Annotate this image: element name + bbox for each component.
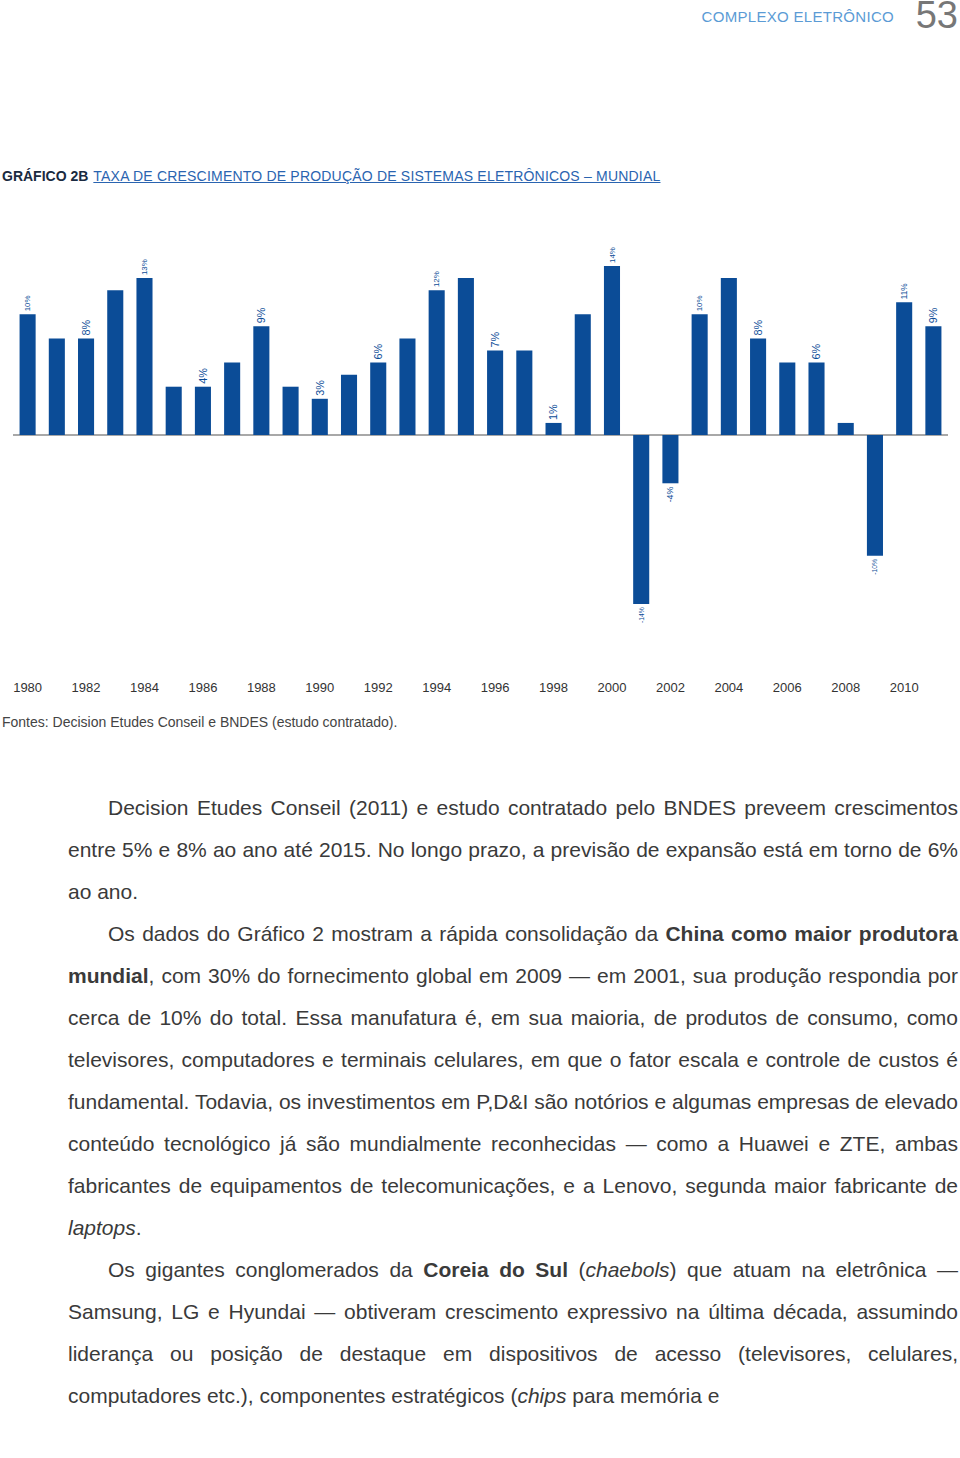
svg-text:1994: 1994 xyxy=(422,680,451,695)
svg-text:11%: 11% xyxy=(900,283,909,299)
html-text:Os dados do Gráfico 2 mostram: Os dados do Gráfico 2 mostram a rápida c… xyxy=(68,922,958,1197)
html-text:Decision Etudes Conseil (2011): Decision Etudes Conseil (2011) e estudo … xyxy=(68,796,958,903)
svg-text:2004: 2004 xyxy=(714,680,743,695)
svg-text:1990: 1990 xyxy=(305,680,334,695)
svg-text:3%: 3% xyxy=(314,380,326,396)
svg-text:9%: 9% xyxy=(255,307,267,323)
svg-text:-4%: -4% xyxy=(665,486,675,502)
svg-text:-10%: -10% xyxy=(871,559,878,575)
svg-text:2008: 2008 xyxy=(831,680,860,695)
svg-text:8%: 8% xyxy=(752,319,764,335)
svg-text:13%: 13% xyxy=(140,259,149,275)
svg-text:1998: 1998 xyxy=(539,680,568,695)
svg-text:10%: 10% xyxy=(695,296,704,312)
svg-text:1984: 1984 xyxy=(130,680,159,695)
svg-text:2006: 2006 xyxy=(773,680,802,695)
html-text:Os gigantes conglomerados da C: Os gigantes conglomerados da Coreia do S… xyxy=(68,1258,958,1407)
svg-text:2000: 2000 xyxy=(598,680,627,695)
html-text:laptops.: laptops. xyxy=(68,1216,142,1239)
svg-text:1986: 1986 xyxy=(188,680,217,695)
svg-text:-14%: -14% xyxy=(638,607,645,623)
svg-text:4%: 4% xyxy=(197,368,209,384)
svg-text:1982: 1982 xyxy=(72,680,101,695)
svg-text:1988: 1988 xyxy=(247,680,276,695)
svg-text:8%: 8% xyxy=(80,319,92,335)
svg-text:2010: 2010 xyxy=(890,680,919,695)
svg-text:6%: 6% xyxy=(372,344,384,360)
html-text:COMPLEXO ELETRÔNICO: COMPLEXO ELETRÔNICO xyxy=(701,8,894,25)
svg-text:9%: 9% xyxy=(927,307,939,323)
svg-text:1980: 1980 xyxy=(13,680,42,695)
svg-text:10%: 10% xyxy=(23,296,32,312)
svg-text:2002: 2002 xyxy=(656,680,685,695)
svg-text:1992: 1992 xyxy=(364,680,393,695)
svg-text:1%: 1% xyxy=(547,404,559,420)
svg-text:1996: 1996 xyxy=(481,680,510,695)
svg-text:6%: 6% xyxy=(810,344,822,360)
svg-text:7%: 7% xyxy=(489,331,501,347)
svg-text:14%: 14% xyxy=(608,247,617,263)
html-text:GRÁFICO 2B TAXA DE CRESCIMENTO: GRÁFICO 2B TAXA DE CRESCIMENTO DE PRODUÇ… xyxy=(2,168,661,184)
svg-text:12%: 12% xyxy=(432,271,441,287)
html-text:Fontes: Decision Etudes Consei: Fontes: Decision Etudes Conseil e BNDES … xyxy=(2,714,398,730)
